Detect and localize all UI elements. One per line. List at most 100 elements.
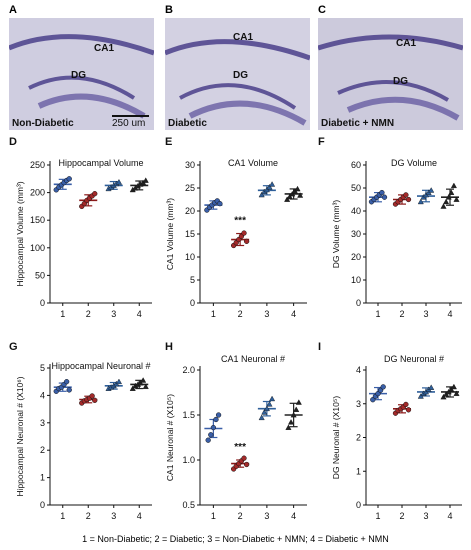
y-tick-label-e: 15 bbox=[185, 229, 195, 239]
data-point-h bbox=[287, 419, 295, 425]
panel-letter-b: B bbox=[165, 4, 173, 16]
data-point-e bbox=[217, 200, 223, 207]
data-point-h bbox=[241, 455, 247, 461]
chart-title-d: Hippocampal Volume bbox=[58, 158, 143, 168]
y-tick-label-f: 20 bbox=[351, 252, 361, 262]
data-point-f bbox=[405, 196, 412, 203]
data-point-f bbox=[379, 189, 385, 196]
data-point-e bbox=[284, 196, 291, 202]
y-tick-label-d: 50 bbox=[35, 270, 45, 280]
data-point-f bbox=[443, 198, 450, 205]
chart-title-f: DG Volume bbox=[391, 158, 437, 168]
x-tick-label-f: 2 bbox=[399, 309, 404, 319]
label-dg-b: DG bbox=[233, 70, 248, 81]
data-point-e bbox=[289, 190, 296, 197]
data-point-d bbox=[142, 177, 149, 183]
data-point-e bbox=[243, 238, 250, 245]
y-tick-label-f: 40 bbox=[351, 206, 361, 216]
x-tick-label-g: 4 bbox=[137, 511, 142, 521]
label-group-a: Non-Diabetic bbox=[12, 118, 74, 129]
data-point-g bbox=[66, 387, 72, 393]
label-dg-c: DG bbox=[393, 76, 408, 87]
x-tick-label-d: 2 bbox=[86, 309, 91, 319]
data-point-g bbox=[140, 377, 147, 383]
x-tick-label-h: 3 bbox=[264, 511, 269, 521]
x-tick-label-i: 3 bbox=[423, 511, 428, 521]
y-axis-label-i: DG Neuronal # (X10⁵) bbox=[331, 396, 341, 480]
y-tick-label-e: 20 bbox=[185, 206, 195, 216]
data-point-f bbox=[428, 187, 435, 193]
data-point-h bbox=[213, 416, 219, 423]
y-tick-label-e: 25 bbox=[185, 183, 195, 193]
data-point-h bbox=[285, 424, 292, 430]
y-tick-label-d: 250 bbox=[30, 160, 45, 170]
x-tick-label-e: 4 bbox=[291, 309, 296, 319]
panel-letter-c: C bbox=[318, 4, 326, 16]
micrograph-non-diabetic: CA1 DG Non-Diabetic 250 um bbox=[9, 18, 154, 130]
label-group-c: Diabetic + NMN bbox=[321, 118, 394, 129]
y-axis-label-f: DG Volume (mm³) bbox=[331, 200, 341, 269]
panel-letter-i: I bbox=[318, 341, 321, 353]
y-tick-label-f: 60 bbox=[351, 160, 361, 170]
x-tick-label-g: 3 bbox=[111, 511, 116, 521]
y-tick-label-g: 2 bbox=[40, 445, 45, 455]
y-tick-label-d: 0 bbox=[40, 298, 45, 308]
y-tick-label-e: 0 bbox=[190, 298, 195, 308]
y-tick-label-i: 4 bbox=[356, 365, 361, 375]
y-axis-label-h: CA1 Neuronal # (X10⁵) bbox=[165, 394, 175, 481]
data-point-h bbox=[258, 414, 265, 421]
significance-label-e: *** bbox=[234, 216, 246, 227]
y-tick-label-i: 3 bbox=[356, 399, 361, 409]
y-tick-label-i: 1 bbox=[356, 466, 361, 476]
y-tick-label-d: 100 bbox=[30, 243, 45, 253]
data-point-f bbox=[448, 189, 455, 195]
x-tick-label-d: 3 bbox=[111, 309, 116, 319]
x-tick-label-h: 4 bbox=[291, 511, 296, 521]
chart-title-h: CA1 Neuronal # bbox=[221, 354, 285, 364]
x-tick-label-g: 2 bbox=[86, 511, 91, 521]
chart-title-e: CA1 Volume bbox=[228, 158, 278, 168]
y-tick-label-h: 1.5 bbox=[182, 410, 195, 420]
x-tick-label-i: 2 bbox=[399, 511, 404, 521]
data-point-i bbox=[380, 384, 386, 390]
x-tick-label-i: 4 bbox=[447, 511, 452, 521]
panel-letter-d: D bbox=[9, 136, 17, 148]
significance-label-h: *** bbox=[234, 442, 246, 453]
y-tick-label-f: 30 bbox=[351, 229, 361, 239]
data-point-h bbox=[295, 399, 302, 405]
y-tick-label-e: 5 bbox=[190, 275, 195, 285]
data-point-e bbox=[269, 181, 276, 187]
data-point-i bbox=[417, 393, 424, 399]
data-point-g bbox=[142, 383, 149, 389]
y-tick-label-d: 150 bbox=[30, 215, 45, 225]
y-tick-label-e: 10 bbox=[185, 252, 195, 262]
y-tick-label-e: 30 bbox=[185, 160, 195, 170]
data-point-i bbox=[450, 383, 457, 390]
y-axis-label-d: Hippocampal Volume (mm³) bbox=[15, 181, 25, 287]
panel-letter-e: E bbox=[165, 136, 172, 148]
y-tick-label-f: 0 bbox=[356, 298, 361, 308]
panel-letter-h: H bbox=[165, 341, 173, 353]
data-point-i bbox=[405, 407, 412, 413]
data-point-f bbox=[403, 192, 409, 198]
y-tick-label-h: 0.5 bbox=[182, 500, 195, 510]
data-point-f bbox=[440, 203, 447, 209]
label-group-b: Diabetic bbox=[168, 118, 207, 129]
data-point-d bbox=[66, 176, 72, 182]
panel-letter-a: A bbox=[9, 4, 17, 16]
y-tick-label-g: 5 bbox=[40, 363, 45, 373]
data-point-f bbox=[445, 194, 452, 200]
x-tick-label-h: 2 bbox=[238, 511, 243, 521]
label-ca1-b: CA1 bbox=[233, 32, 253, 43]
data-point-i bbox=[403, 401, 409, 408]
data-point-h bbox=[243, 461, 250, 468]
data-point-h bbox=[263, 405, 270, 412]
panel-letter-f: F bbox=[318, 136, 325, 148]
data-point-g bbox=[129, 385, 136, 391]
data-point-d bbox=[92, 191, 98, 197]
data-point-e bbox=[241, 230, 247, 236]
data-point-i bbox=[448, 386, 455, 392]
data-point-e bbox=[297, 192, 304, 198]
data-point-h bbox=[205, 437, 211, 443]
y-axis-label-e: CA1 Volume (mm³) bbox=[165, 198, 175, 270]
